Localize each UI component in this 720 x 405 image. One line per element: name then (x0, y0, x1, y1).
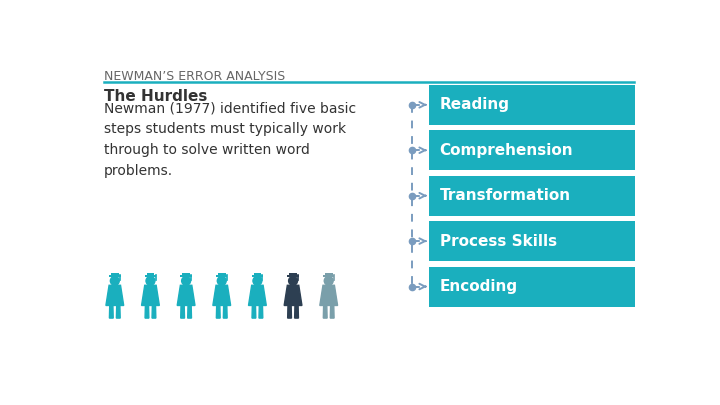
Circle shape (324, 277, 333, 285)
Polygon shape (320, 285, 338, 305)
Polygon shape (252, 305, 256, 318)
Polygon shape (142, 285, 159, 305)
FancyBboxPatch shape (429, 221, 635, 261)
Text: NEWMAN’S ERROR ANALYSIS: NEWMAN’S ERROR ANALYSIS (104, 70, 285, 83)
FancyBboxPatch shape (325, 273, 333, 275)
FancyBboxPatch shape (289, 273, 297, 275)
Text: Transformation: Transformation (439, 188, 571, 203)
FancyBboxPatch shape (429, 266, 635, 307)
Polygon shape (294, 305, 299, 318)
FancyBboxPatch shape (216, 275, 228, 277)
FancyBboxPatch shape (323, 275, 334, 277)
FancyBboxPatch shape (111, 273, 119, 275)
Circle shape (181, 277, 191, 285)
Polygon shape (181, 305, 184, 318)
FancyBboxPatch shape (181, 275, 192, 277)
Polygon shape (117, 305, 120, 318)
Circle shape (146, 277, 155, 285)
Polygon shape (152, 305, 156, 318)
Polygon shape (223, 305, 227, 318)
Circle shape (289, 277, 297, 285)
Polygon shape (106, 285, 124, 305)
FancyBboxPatch shape (109, 275, 120, 277)
FancyBboxPatch shape (429, 85, 635, 125)
FancyBboxPatch shape (252, 275, 263, 277)
Circle shape (217, 277, 226, 285)
Polygon shape (109, 305, 113, 318)
Polygon shape (248, 285, 266, 305)
Text: Reading: Reading (439, 97, 510, 112)
FancyBboxPatch shape (147, 273, 154, 275)
Polygon shape (213, 285, 230, 305)
FancyBboxPatch shape (218, 273, 225, 275)
Polygon shape (323, 305, 327, 318)
FancyBboxPatch shape (429, 176, 635, 216)
FancyBboxPatch shape (287, 275, 299, 277)
Polygon shape (259, 305, 263, 318)
Text: Encoding: Encoding (439, 279, 518, 294)
Polygon shape (145, 305, 149, 318)
Polygon shape (330, 305, 334, 318)
FancyBboxPatch shape (182, 273, 190, 275)
Polygon shape (188, 305, 192, 318)
Text: Newman (1977) identified five basic
steps students must typically work
through t: Newman (1977) identified five basic step… (104, 102, 356, 177)
Polygon shape (216, 305, 220, 318)
Circle shape (110, 277, 120, 285)
Polygon shape (284, 285, 302, 305)
Text: The Hurdles: The Hurdles (104, 90, 207, 104)
Circle shape (253, 277, 262, 285)
FancyBboxPatch shape (145, 275, 156, 277)
Text: Process Skills: Process Skills (439, 234, 557, 249)
FancyBboxPatch shape (253, 273, 261, 275)
Polygon shape (177, 285, 195, 305)
Polygon shape (288, 305, 292, 318)
FancyBboxPatch shape (429, 130, 635, 170)
Text: Comprehension: Comprehension (439, 143, 573, 158)
